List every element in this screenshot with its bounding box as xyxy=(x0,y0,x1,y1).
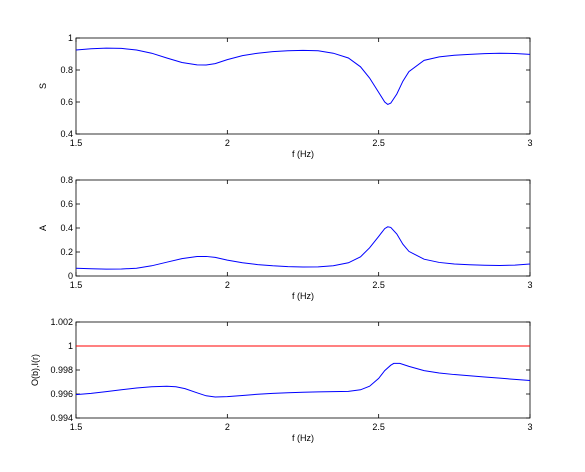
y-tick-label: 0.4 xyxy=(60,129,73,139)
y-tick-label: 0.994 xyxy=(50,413,73,423)
chart-panel-1: 1.5 2 2.5 3 0.4 0.6 0.8 1 f (Hz) S xyxy=(38,33,533,159)
y-axis-label: O(b),I(r) xyxy=(30,354,40,386)
y-tick-label: 0.8 xyxy=(60,175,73,185)
y-tick-label: 0 xyxy=(68,271,73,281)
x-tick-label: 2.5 xyxy=(372,138,385,148)
axes-frame xyxy=(75,179,531,277)
chart-panel-2: 1.5 2 2.5 3 0 0.2 0.4 0.6 0.8 f (Hz) A xyxy=(38,175,533,301)
x-tick-label: 2.5 xyxy=(372,422,385,432)
y-tick-label: 0.2 xyxy=(60,247,73,257)
x-tick-label: 2 xyxy=(225,138,230,148)
axes-frame xyxy=(75,321,531,419)
x-tick-label: 2 xyxy=(225,280,230,290)
y-tick-label: 0.4 xyxy=(60,223,73,233)
x-tick-label: 2.5 xyxy=(372,280,385,290)
y-tick-label: 1 xyxy=(68,33,73,43)
x-axis-label: f (Hz) xyxy=(292,149,314,159)
x-axis-label: f (Hz) xyxy=(292,291,314,301)
x-tick-label: 3 xyxy=(527,138,532,148)
y-tick-label: 0.6 xyxy=(60,199,73,209)
y-tick-label: 0.6 xyxy=(60,97,73,107)
chart-panel-3: 1.5 2 2.5 3 0.994 0.996 0.998 1 1.002 f (Hz) O(b),… xyxy=(30,317,533,443)
x-tick-label: 3 xyxy=(527,422,532,432)
x-tick-label: 1.5 xyxy=(70,138,83,148)
y-axis-label: A xyxy=(38,225,48,231)
series-line-1 xyxy=(76,47,530,105)
x-tick-label: 1.5 xyxy=(70,422,83,432)
y-tick-label: 0.8 xyxy=(60,65,73,75)
y-tick-label: 0.996 xyxy=(50,389,73,399)
axes-frame xyxy=(75,37,531,135)
x-tick-label: 1.5 xyxy=(70,280,83,290)
y-tick-label: 1 xyxy=(68,341,73,351)
x-axis-label: f (Hz) xyxy=(292,433,314,443)
x-tick-label: 3 xyxy=(527,280,532,290)
series-line-1 xyxy=(76,362,530,398)
y-tick-label: 1.002 xyxy=(50,317,73,327)
y-tick-label: 0.998 xyxy=(50,365,73,375)
y-axis-label: S xyxy=(38,83,48,89)
x-tick-label: 2 xyxy=(225,422,230,432)
series-line-1 xyxy=(76,226,530,270)
